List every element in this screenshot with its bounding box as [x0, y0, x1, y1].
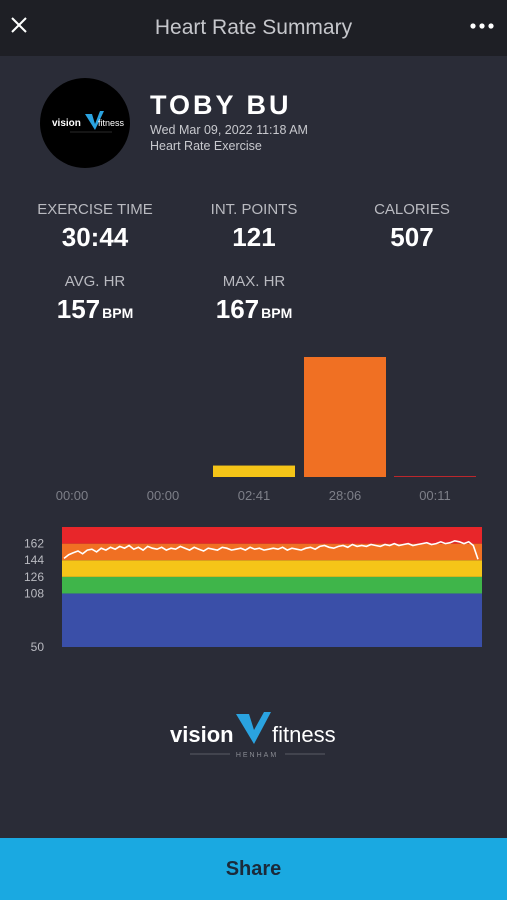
vision-fitness-logo-icon: vision fitness [52, 111, 125, 133]
zone-bar-label: 28:06 [329, 488, 362, 503]
stat-label: EXERCISE TIME [37, 201, 153, 218]
hr-tick-label: 50 [31, 640, 45, 654]
stat-value: 121 [232, 222, 276, 252]
stat-label: CALORIES [374, 201, 450, 218]
zone-bar-label: 00:00 [147, 488, 180, 503]
stat-int-points: INT. POINTS 121 [179, 201, 329, 253]
stat-max-hr: MAX. HR 167 BPM [179, 273, 329, 325]
footer-brand-text: vision [170, 722, 234, 747]
hr-line [63, 539, 479, 560]
stat-number: 167 [215, 294, 260, 324]
zone-bar [213, 465, 295, 477]
zone-bar [394, 476, 476, 477]
zone-bar-label: 02:41 [238, 488, 271, 503]
hr-tick-label: 126 [24, 570, 44, 584]
footer-brand-suffix: fitness [272, 722, 336, 747]
footer-brand-logo: vision fitness HENHAM [170, 712, 336, 759]
footer-location: HENHAM [236, 752, 278, 759]
more-icon[interactable] [469, 18, 495, 34]
zone-bar-label: 00:11 [419, 488, 451, 503]
share-label: Share [225, 857, 282, 880]
close-icon[interactable] [8, 14, 30, 36]
hr-zone-band [62, 560, 482, 577]
member-name: TOBY BU [150, 90, 292, 120]
zone-bar-label: 00:00 [56, 488, 89, 503]
session-datetime: Wed Mar 09, 2022 11:18 AM [150, 123, 308, 137]
hr-zone-band [62, 576, 482, 594]
svg-text:fitness: fitness [98, 118, 125, 128]
zone-time-bar-chart: 00:00 00:00 02:41 28:06 00:11 [56, 357, 476, 503]
stat-label: INT. POINTS [210, 201, 298, 218]
stat-exercise-time: EXERCISE TIME 30:44 [20, 201, 170, 253]
heart-rate-zone-chart: 162 144 126 108 50 [24, 527, 482, 654]
stat-unit: BPM [261, 305, 293, 321]
stat-calories: CALORIES 507 [337, 201, 487, 253]
page-title: Heart Rate Summary [154, 16, 353, 39]
club-logo: vision fitness [40, 78, 130, 168]
top-bar: Heart Rate Summary [0, 0, 507, 56]
svg-text:vision: vision [52, 118, 81, 129]
stat-avg-hr: AVG. HR 157 BPM [20, 273, 170, 325]
stat-number: 157 [56, 294, 101, 324]
stat-label: MAX. HR [222, 273, 286, 290]
share-button[interactable]: Share [0, 838, 507, 900]
hr-tick-label: 144 [24, 553, 44, 567]
footer-brand-mark-icon [236, 712, 271, 744]
stat-value: 30:44 [61, 222, 129, 252]
hr-zone-band [62, 527, 482, 544]
stat-value: 167 BPM [179, 294, 329, 325]
hr-zone-band [62, 593, 482, 647]
stat-value: 507 [390, 222, 434, 252]
hr-tick-label: 162 [24, 537, 44, 551]
hr-tick-label: 108 [24, 586, 44, 600]
stat-unit: BPM [102, 305, 134, 321]
exercise-type: Heart Rate Exercise [150, 139, 262, 153]
hr-zone-band [62, 543, 482, 561]
stat-label: AVG. HR [64, 273, 126, 290]
zone-bar [304, 357, 386, 477]
stat-value: 157 BPM [20, 294, 170, 325]
